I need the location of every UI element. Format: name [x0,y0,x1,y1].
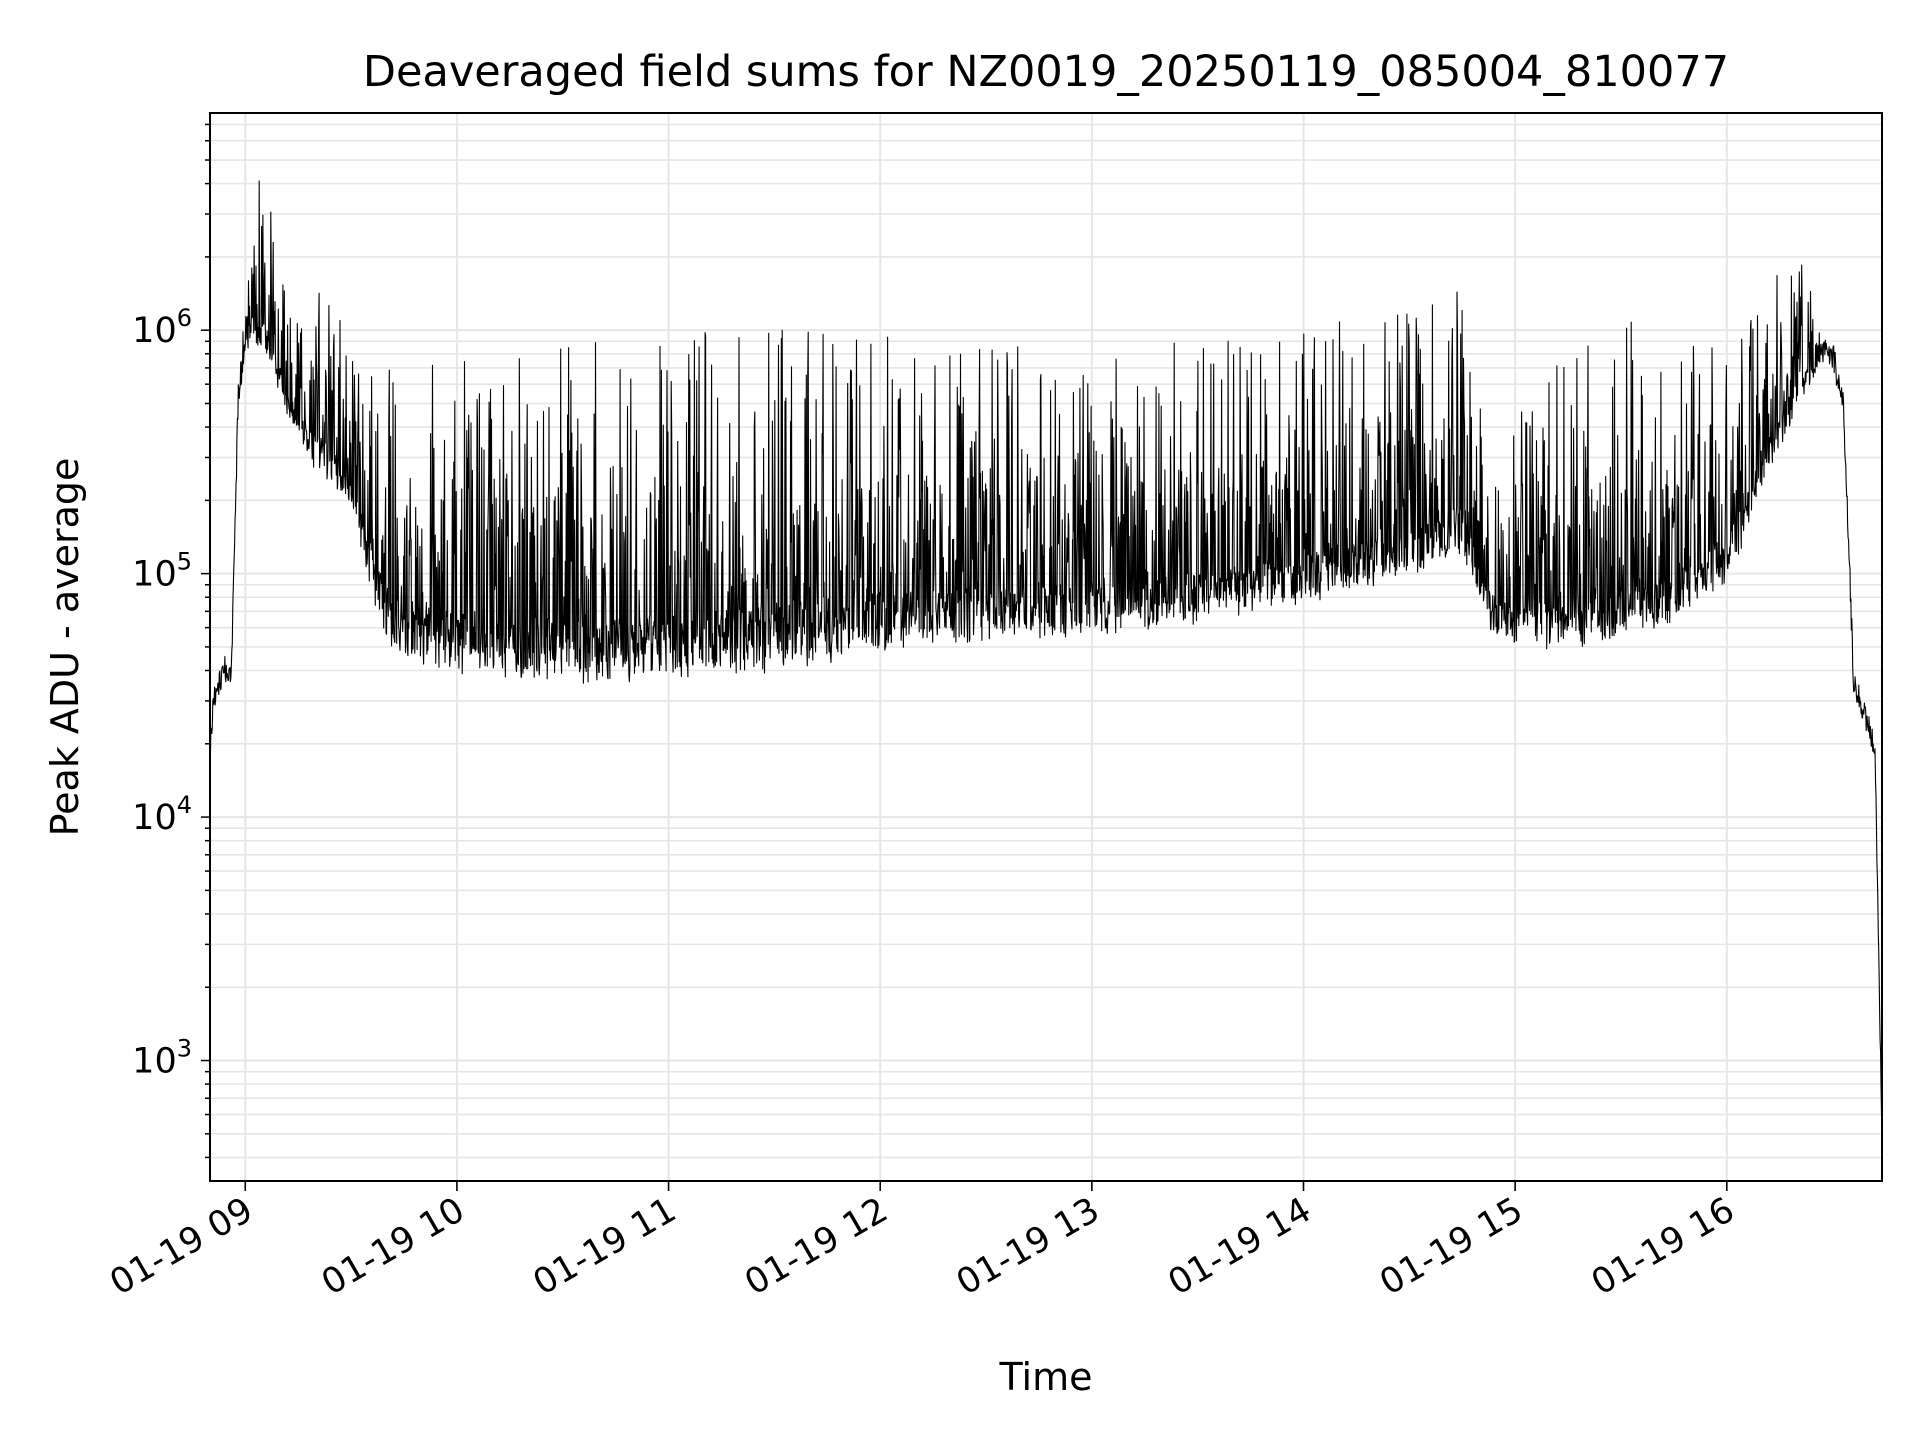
plot-area [209,180,1883,1128]
y-axis: 103 104 105 106 [132,123,210,1159]
y-tick-label: 103 [132,1035,192,1082]
y-tick-label: 106 [132,304,192,351]
y-tick-label: 104 [132,791,192,838]
chart-title: Deaveraged field sums for NZ0019_2025011… [363,47,1729,97]
data-series-line [209,180,1883,1128]
y-tick-label: 105 [132,548,192,595]
x-axis-label: Time [999,1355,1093,1399]
y-axis-label: Peak ADU - average [43,458,87,837]
